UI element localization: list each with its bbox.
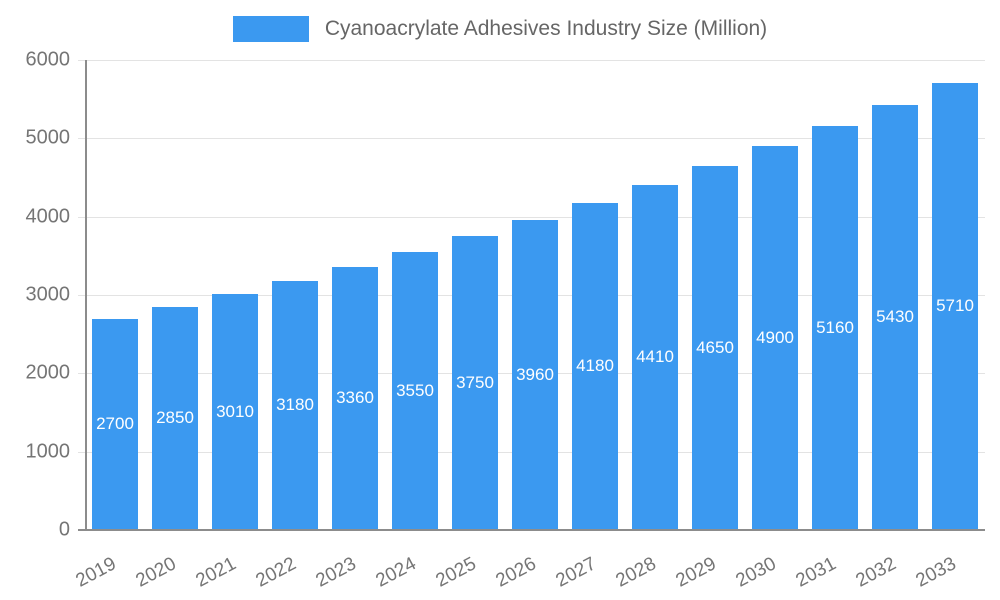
bar-value-label: 5710 — [936, 296, 974, 316]
bar-slot: 5710 — [925, 60, 985, 530]
bar-slot: 2700 — [85, 60, 145, 530]
bars: 2700 2850 3010 3180 3360 3550 3750 3960 4180 4410… — [85, 60, 985, 530]
x-axis-line — [78, 529, 985, 531]
gridline — [78, 60, 985, 61]
x-tick-label: 2025 — [432, 553, 480, 592]
bar: 4650 — [692, 165, 738, 530]
y-tick-label: 0 — [58, 518, 70, 541]
bar: 5710 — [932, 82, 978, 530]
bar: 4900 — [752, 146, 798, 530]
bar-slot: 3550 — [385, 60, 445, 530]
bar-value-label: 5160 — [816, 317, 854, 337]
x-axis-labels: 2019 2020 2021 2022 2023 2024 2025 2026 2027 2028… — [73, 532, 985, 592]
x-tick-label: 2026 — [492, 553, 540, 592]
bar-value-label: 2850 — [156, 408, 194, 428]
y-tick-label: 3000 — [25, 283, 71, 306]
bar: 4410 — [632, 184, 678, 530]
bar-slot: 3360 — [325, 60, 385, 530]
legend-swatch — [232, 16, 309, 42]
bar-slot: 3960 — [505, 60, 565, 530]
bar-slot: 5430 — [865, 60, 925, 530]
bar: 2700 — [92, 318, 138, 530]
bar: 3360 — [332, 266, 378, 530]
plot-area: 2700 2850 3010 3180 3360 3550 3750 3960 4180 4410… — [78, 60, 985, 531]
bar: 5430 — [872, 104, 918, 530]
bar: 3960 — [512, 219, 558, 530]
bar-value-label: 4410 — [636, 347, 674, 367]
bar-value-label: 5430 — [876, 307, 914, 327]
bar: 3010 — [212, 294, 258, 530]
x-tick-label: 2023 — [312, 553, 360, 592]
y-tick-label: 6000 — [25, 48, 71, 71]
x-tick-label: 2027 — [552, 553, 600, 592]
bar-slot: 4410 — [625, 60, 685, 530]
x-tick-label: 2020 — [132, 553, 180, 592]
y-tick-label: 4000 — [25, 205, 71, 228]
x-tick-label: 2022 — [252, 553, 300, 592]
bar-value-label: 3180 — [276, 395, 314, 415]
bar-value-label: 3010 — [216, 402, 254, 422]
y-axis-line — [85, 60, 87, 530]
bar-slot: 3180 — [265, 60, 325, 530]
bar: 4180 — [572, 202, 618, 530]
bar-slot: 4900 — [745, 60, 805, 530]
bar-value-label: 3960 — [516, 364, 554, 384]
bar: 3550 — [392, 251, 438, 530]
x-tick-label: 2021 — [192, 553, 240, 592]
y-tick-label: 1000 — [25, 440, 71, 463]
bar-slot: 3750 — [445, 60, 505, 530]
x-tick-label: 2029 — [672, 553, 720, 592]
bar: 3750 — [452, 236, 498, 530]
chart-title: Cyanoacrylate Adhesives Industry Size (M… — [324, 17, 768, 40]
x-tick-label: 2019 — [72, 553, 120, 592]
y-axis-labels: 0 1000 2000 3000 4000 5000 6000 — [0, 49, 74, 541]
y-tick-label: 2000 — [25, 361, 71, 384]
gridline — [78, 216, 985, 218]
bar-slot: 4180 — [565, 60, 625, 530]
bar-slot: 4650 — [685, 60, 745, 530]
bar-value-label: 4650 — [696, 337, 734, 357]
x-tick-label: 2028 — [612, 553, 660, 592]
x-tick-label: 2030 — [732, 553, 780, 592]
bar-value-label: 4900 — [756, 328, 794, 348]
x-tick-label: 2033 — [912, 553, 960, 592]
bar-value-label: 3360 — [336, 388, 374, 408]
bar-value-label: 4180 — [576, 356, 614, 376]
chart-header: Cyanoacrylate Adhesives Industry Size (M… — [0, 16, 1000, 42]
bar-value-label: 2700 — [96, 414, 134, 434]
bar-value-label: 3550 — [396, 380, 434, 400]
bar-slot: 2850 — [145, 60, 205, 530]
bar: 2850 — [152, 306, 198, 530]
bar-slot: 3010 — [205, 60, 265, 530]
x-tick-label: 2024 — [372, 553, 420, 592]
gridline — [78, 138, 985, 140]
bar: 5160 — [812, 125, 858, 530]
bar-value-label: 3750 — [456, 373, 494, 393]
x-tick-label: 2032 — [852, 553, 900, 592]
bar: 3180 — [272, 280, 318, 530]
bar-slot: 5160 — [805, 60, 865, 530]
y-tick-label: 5000 — [25, 126, 71, 149]
x-tick-label: 2031 — [792, 553, 840, 592]
